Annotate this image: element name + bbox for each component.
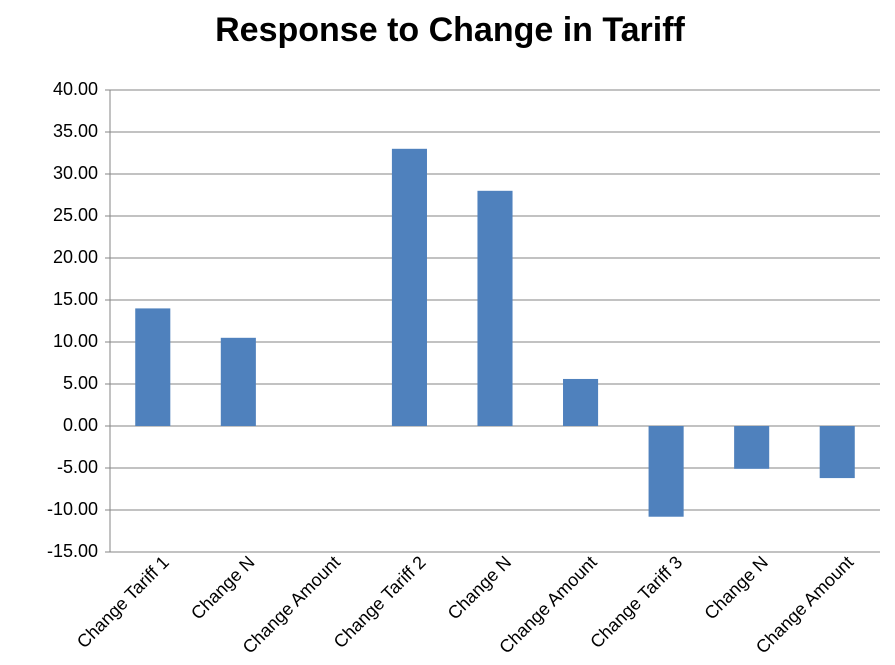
x-tick-label: Change Tariff 3 (586, 552, 686, 652)
y-tick-label: 25.00 (53, 205, 98, 225)
y-tick-label: -15.00 (47, 541, 98, 561)
x-tick-label: Change N (700, 552, 771, 623)
y-tick-label: 0.00 (63, 415, 98, 435)
y-tick-label: 35.00 (53, 121, 98, 141)
y-tick-label: 40.00 (53, 79, 98, 99)
bar (648, 426, 684, 517)
y-tick-label: 20.00 (53, 247, 98, 267)
x-tick-label: Change N (187, 552, 258, 623)
bar (819, 426, 855, 479)
bar (734, 426, 770, 469)
y-tick-label: 10.00 (53, 331, 98, 351)
bar (220, 337, 256, 426)
y-tick-label: 5.00 (63, 373, 98, 393)
chart-title: Response to Change in Tariff (215, 11, 685, 49)
y-tick-label: -5.00 (57, 457, 98, 477)
y-tick-label: 15.00 (53, 289, 98, 309)
y-tick-label: 30.00 (53, 163, 98, 183)
bar (563, 378, 599, 426)
bar (477, 190, 513, 426)
x-tick-label: Change N (444, 552, 515, 623)
bar (135, 308, 171, 426)
bar (391, 148, 427, 427)
x-tick-label: Change Tariff 2 (330, 552, 430, 652)
y-tick-label: -10.00 (47, 499, 98, 519)
x-tick-label: Change Tariff 1 (73, 552, 173, 652)
